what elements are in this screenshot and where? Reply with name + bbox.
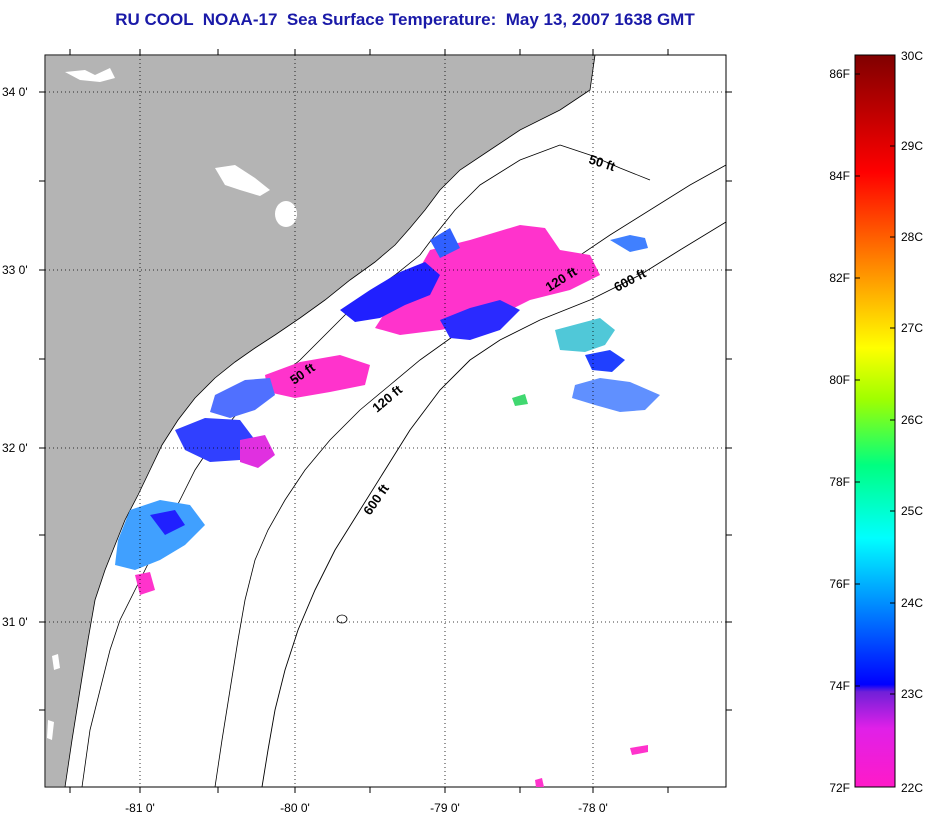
longitude-labels: -81 0' -80 0' -79 0' -78 0' xyxy=(125,801,608,815)
lat-label-31: 31 0' xyxy=(2,615,28,629)
f-label: 74F xyxy=(829,679,850,693)
lat-label-32: 32 0' xyxy=(2,441,28,455)
c-label: 29C xyxy=(901,139,923,153)
map-title: RU COOL NOAA-17 Sea Surface Temperature:… xyxy=(115,10,695,29)
c-label: 30C xyxy=(901,49,923,63)
f-label: 72F xyxy=(829,781,850,795)
f-label: 76F xyxy=(829,577,850,591)
land-area xyxy=(45,55,596,787)
isobath-120ft xyxy=(214,164,726,787)
c-label: 22C xyxy=(901,781,923,795)
lon-label-79: -79 0' xyxy=(430,801,460,815)
f-label: 86F xyxy=(829,67,850,81)
f-label: 80F xyxy=(829,373,850,387)
isobath-600ft xyxy=(261,221,726,787)
lon-label-81: -81 0' xyxy=(125,801,155,815)
sst-data-patches xyxy=(115,225,660,787)
fahrenheit-scale: 86F 84F 82F 80F 78F 76F 74F 72F xyxy=(829,67,850,795)
celsius-scale: 30C 29C 28C 27C 26C 25C 24C 23C 22C xyxy=(901,49,923,795)
fahrenheit-ticks xyxy=(855,73,860,687)
lon-label-80: -80 0' xyxy=(280,801,310,815)
lat-label-33: 33 0' xyxy=(2,263,28,277)
c-label: 27C xyxy=(901,321,923,335)
f-label: 84F xyxy=(829,169,850,183)
c-label: 24C xyxy=(901,596,923,610)
f-label: 78F xyxy=(829,475,850,489)
c-label: 26C xyxy=(901,413,923,427)
color-bar: 86F 84F 82F 80F 78F 76F 74F 72F 30C 29C … xyxy=(829,49,923,795)
graticule xyxy=(45,55,726,787)
celsius-ticks xyxy=(890,145,895,695)
c-label: 25C xyxy=(901,504,923,518)
c-label: 23C xyxy=(901,687,923,701)
lat-label-34: 34 0' xyxy=(2,85,28,99)
latitude-labels: 34 0' 33 0' 32 0' 31 0' xyxy=(2,85,28,629)
frame-ticks xyxy=(39,49,732,793)
lon-label-78: -78 0' xyxy=(578,801,608,815)
c-label: 28C xyxy=(901,230,923,244)
f-label: 82F xyxy=(829,271,850,285)
cloud-over-land xyxy=(47,68,297,740)
color-bar-gradient xyxy=(854,54,896,788)
